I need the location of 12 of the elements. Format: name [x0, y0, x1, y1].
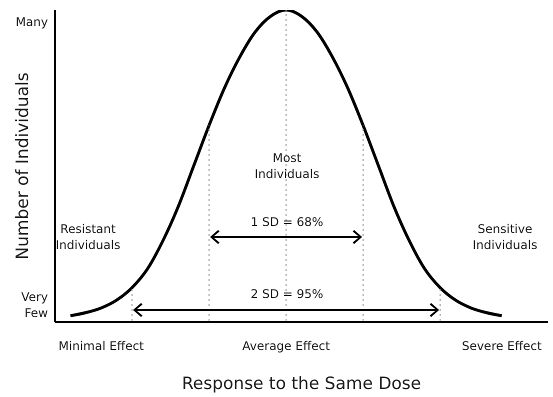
- text: Many: [16, 15, 48, 29]
- x-tick-label: Average Effect: [242, 339, 330, 353]
- x-tick-label: Minimal Effect: [58, 339, 144, 353]
- text: Very Few: [21, 290, 48, 320]
- annotation: Sensitive Individuals: [472, 222, 538, 252]
- x-axis-title: Response to the Same Dose: [182, 374, 422, 394]
- annotation: Resistant Individuals: [56, 222, 120, 252]
- x-tick-label: Severe Effect: [462, 339, 542, 353]
- annotation: 1 SD = 68%: [250, 215, 324, 229]
- annotation: Most Individuals: [254, 151, 320, 181]
- annotation: 2 SD = 95%: [250, 287, 324, 301]
- y-axis-title: Number of Individuals: [13, 72, 33, 260]
